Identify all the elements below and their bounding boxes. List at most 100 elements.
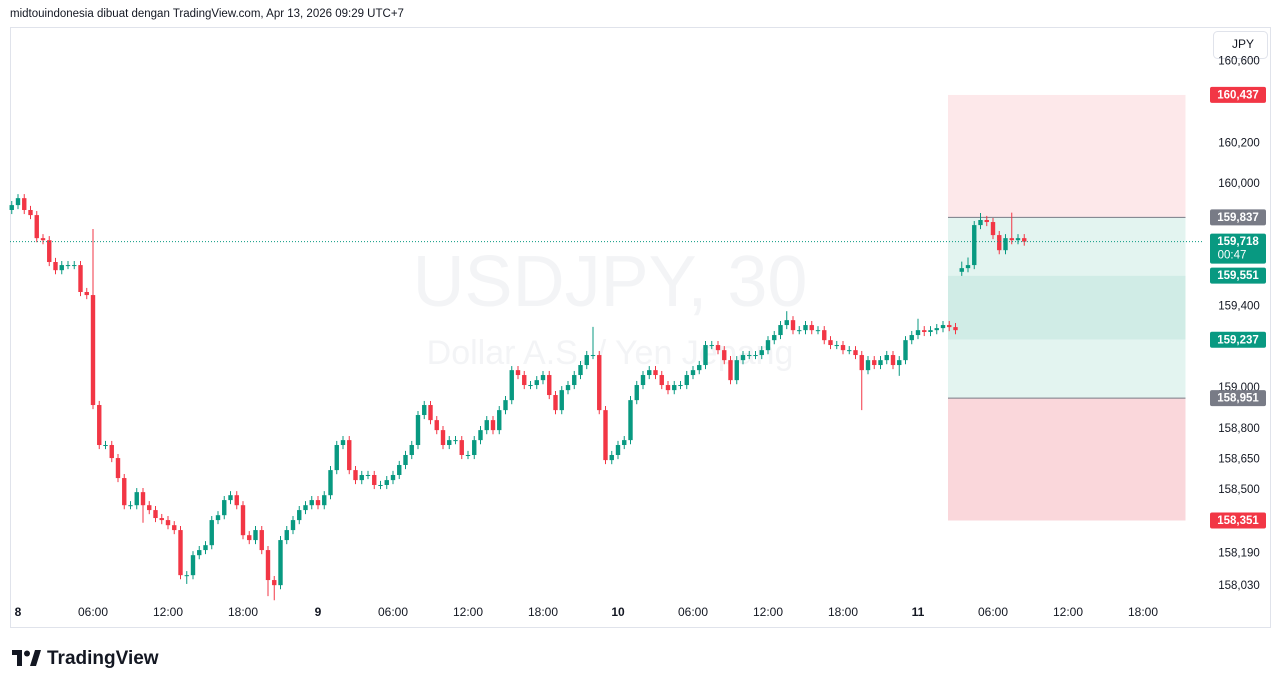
candle-body (865, 360, 871, 371)
candle-body (190, 555, 196, 576)
price-axis: 160,600160,200160,000159,400159,000158,8… (1210, 56, 1266, 592)
candle-body (897, 360, 902, 366)
candle-body (109, 445, 114, 459)
candle-body (847, 350, 852, 352)
x-tick-label: 06:00 (678, 605, 708, 619)
candle-body (940, 325, 946, 329)
logo-mark (12, 650, 22, 666)
candle-body (803, 325, 808, 331)
chart-frame (10, 27, 1271, 628)
candle-body (584, 355, 589, 366)
candle-body (753, 355, 758, 357)
candle-body (47, 240, 52, 263)
candle-body (934, 328, 939, 331)
candle-body (9, 205, 14, 210)
candle-body (540, 375, 546, 381)
countdown-label: 00:47 (1218, 250, 1247, 262)
candle-body (322, 495, 327, 506)
candle-body (790, 320, 796, 331)
candle-body (428, 405, 433, 421)
candle-body (422, 405, 427, 416)
candle-body (134, 492, 139, 506)
logo-mark (24, 650, 30, 657)
candle-body (647, 370, 652, 376)
candle-body (465, 455, 471, 457)
candle-body (172, 525, 177, 531)
candle-body (665, 385, 671, 391)
candle-body (222, 500, 227, 516)
logo-text: TradingView (47, 648, 159, 669)
candle-body (334, 445, 339, 471)
candle-body (284, 530, 289, 541)
candle-body (103, 445, 108, 447)
x-tick-label: 18:00 (528, 605, 558, 619)
candle-body (78, 265, 83, 293)
candle-body (184, 575, 189, 577)
candle-body (615, 445, 621, 456)
candle-body (1003, 238, 1008, 251)
candle-body (634, 385, 639, 401)
candle-body (309, 500, 314, 506)
y-tick-label: 160,000 (1218, 178, 1260, 190)
position-zone (948, 339, 1186, 399)
candle-body (90, 295, 96, 406)
candle-body (834, 345, 839, 347)
candle-body (534, 380, 539, 386)
candle-body (234, 495, 239, 506)
candle-body (640, 375, 646, 386)
candle-body (509, 370, 514, 401)
candle-body (740, 355, 746, 361)
candle-body (209, 520, 214, 546)
candle-body (59, 265, 64, 271)
y-tick-label: 158,190 (1218, 547, 1260, 559)
price-badge (1210, 331, 1266, 348)
current-price-badge (1210, 233, 1266, 264)
candle-body (372, 474, 377, 485)
candle-body (728, 360, 733, 381)
price-badge-label: 160,437 (1217, 89, 1259, 101)
candle-body (1015, 238, 1021, 241)
candle-body (128, 505, 133, 507)
candle-body (965, 265, 971, 269)
candle-body (53, 262, 58, 271)
x-tick-label: 18:00 (228, 605, 258, 619)
candle-body (359, 474, 364, 481)
currency-button-label[interactable]: JPY (1232, 37, 1254, 51)
price-badge (1210, 86, 1266, 103)
price-badge-label: 159,837 (1217, 212, 1259, 224)
candle-body (272, 580, 277, 586)
x-tick-label: 06:00 (378, 605, 408, 619)
candle-body (690, 370, 696, 376)
candle-body (715, 345, 721, 351)
candle-body (915, 330, 921, 336)
candle-body (903, 340, 908, 361)
candle-body (447, 440, 452, 446)
candle-body (353, 470, 358, 481)
candle-body (365, 474, 371, 476)
candle-body (672, 385, 677, 391)
y-tick-label: 158,650 (1218, 454, 1260, 466)
candle-body (559, 390, 564, 411)
candle-body (153, 510, 158, 519)
price-badge-label: 158,951 (1217, 393, 1259, 405)
candle-body (503, 400, 508, 411)
candle-body (215, 515, 221, 521)
y-tick-label: 158,800 (1218, 423, 1260, 435)
candle-body (22, 198, 27, 210)
candle-body (678, 385, 683, 387)
x-tick-label: 18:00 (828, 605, 858, 619)
logo: TradingView (12, 648, 159, 669)
header-text: midtouindonesia dibuat dengan TradingVie… (10, 8, 404, 20)
x-tick-label: 06:00 (78, 605, 108, 619)
candle-body (978, 219, 983, 226)
candle-body (734, 360, 739, 381)
price-badge-label: 159,551 (1217, 270, 1259, 282)
candle-body (478, 430, 483, 441)
y-tick-label: 158,500 (1218, 484, 1260, 496)
candle-body (722, 350, 727, 361)
candle-body (697, 365, 702, 371)
position-zone (948, 398, 1186, 521)
x-tick-label: 06:00 (978, 605, 1008, 619)
currency-button[interactable] (1213, 31, 1268, 59)
x-tick-label: 18:00 (1128, 605, 1158, 619)
